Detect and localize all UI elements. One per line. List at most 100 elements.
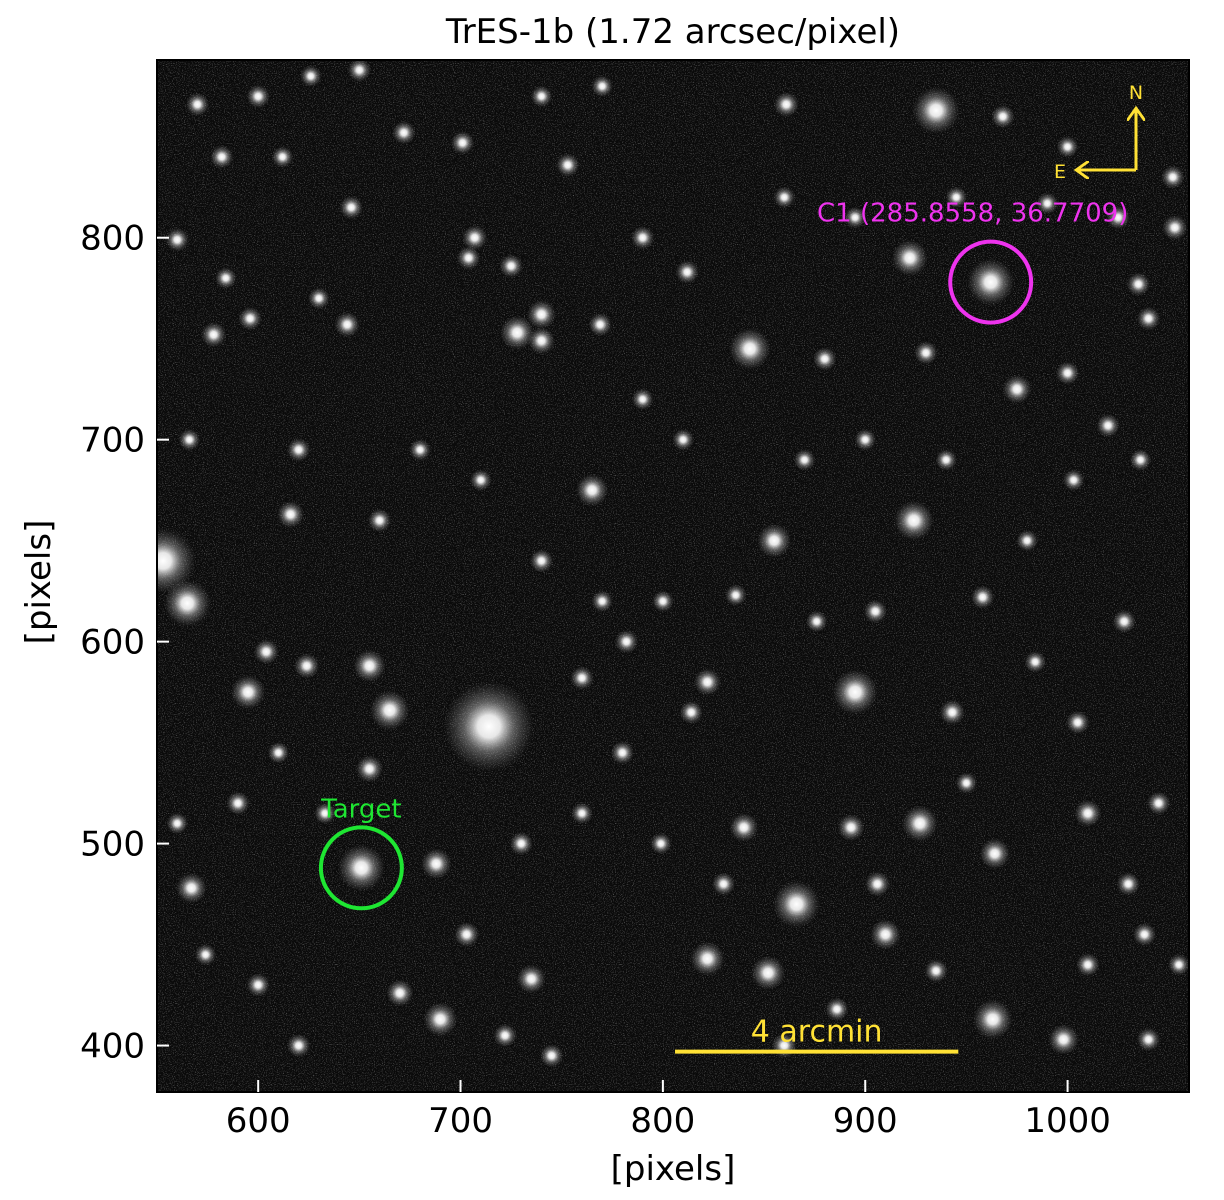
- star-26: [527, 300, 556, 329]
- star-29: [575, 473, 609, 507]
- star-113: [711, 872, 736, 896]
- star-51: [1161, 165, 1185, 189]
- star-92: [1129, 449, 1152, 471]
- star-118: [991, 104, 1015, 129]
- star-112: [650, 832, 672, 855]
- star-104: [194, 943, 217, 966]
- star-16: [690, 941, 725, 976]
- star-50: [1126, 272, 1151, 296]
- star-45: [939, 699, 965, 725]
- star-84: [591, 590, 613, 613]
- star-126: [223, 33, 245, 55]
- star-37: [277, 500, 305, 528]
- star-75: [201, 322, 227, 348]
- star-64: [556, 153, 580, 177]
- star-42: [693, 668, 721, 696]
- star-23: [729, 813, 759, 842]
- star-73: [308, 287, 330, 310]
- star-77: [165, 228, 189, 252]
- star-57: [1112, 609, 1136, 634]
- star-82: [469, 469, 492, 491]
- star-120: [1106, 205, 1130, 230]
- star-20: [979, 838, 1011, 869]
- star-85: [614, 629, 639, 654]
- scale-bar-label: 4 arcmin: [751, 1015, 883, 1050]
- star-88: [805, 610, 828, 633]
- star-61: [630, 226, 655, 250]
- star-131: [631, 388, 654, 411]
- plot-frame: [156, 59, 1190, 1093]
- star-9: [832, 669, 878, 715]
- star-34: [253, 639, 279, 665]
- y-axis-label: [pixels]: [19, 520, 59, 645]
- star-68: [185, 92, 210, 117]
- star-81: [409, 438, 431, 461]
- star-117: [1168, 953, 1189, 976]
- star-119: [1056, 136, 1079, 158]
- star-106: [226, 791, 250, 815]
- star-133: [854, 428, 877, 451]
- star-33: [454, 921, 480, 948]
- star-110: [571, 802, 593, 825]
- star-108: [314, 802, 336, 825]
- star-10: [729, 328, 771, 370]
- star-62: [773, 91, 799, 118]
- star-18: [870, 919, 901, 950]
- comparison-label: C1 (285.8558, 36.7709): [817, 199, 1128, 229]
- chart-title: TrES-1b (1.72 arcsec/pixel): [445, 12, 900, 52]
- overlays: Target C1 (285.8558, 36.7709) N E 4 arcm…: [318, 82, 1143, 1054]
- star-28: [420, 848, 452, 880]
- target-circle: [318, 825, 404, 911]
- star-46: [970, 585, 995, 609]
- star-53: [1096, 413, 1120, 438]
- star-5: [369, 690, 410, 731]
- star-101: [493, 1023, 517, 1048]
- x-tick-label-1000: 1000: [1024, 1101, 1111, 1141]
- star-2: [967, 258, 1015, 306]
- star-86: [652, 590, 674, 613]
- star-79: [178, 428, 201, 451]
- star-87: [724, 584, 747, 606]
- star-127: [773, 186, 796, 209]
- star-80: [367, 508, 392, 533]
- star-13: [894, 500, 934, 541]
- x-tick-label-900: 900: [833, 1101, 898, 1141]
- comparison-circle: [948, 239, 1034, 325]
- star-3: [157, 528, 196, 594]
- star-32: [516, 964, 546, 994]
- x-tick-label-800: 800: [630, 1101, 695, 1141]
- star-134: [935, 449, 957, 471]
- star-44: [570, 666, 594, 690]
- star-111: [610, 741, 635, 765]
- star-55: [1132, 922, 1157, 947]
- star-38: [334, 311, 360, 338]
- plot-area: [157, 33, 1189, 1092]
- star-8: [355, 755, 383, 783]
- star-129: [945, 186, 968, 209]
- star-98: [1076, 953, 1100, 977]
- y-tick-label-400: 400: [80, 1027, 145, 1067]
- star-74: [238, 306, 262, 331]
- star-52: [1162, 215, 1188, 241]
- x-tick-label-700: 700: [428, 1101, 493, 1141]
- star-83: [529, 549, 554, 573]
- star-6: [353, 649, 386, 683]
- y-tick-label-700: 700: [80, 421, 145, 461]
- star-100: [539, 1043, 564, 1068]
- star-94: [1024, 651, 1047, 673]
- star-48: [1055, 361, 1080, 385]
- star-115: [955, 772, 978, 794]
- star-107: [267, 741, 290, 764]
- star-22: [1048, 1024, 1079, 1055]
- star-116: [1116, 872, 1140, 896]
- compass-east-label: E: [1054, 161, 1066, 183]
- star-89: [863, 599, 888, 624]
- star-128: [844, 206, 866, 229]
- star-41: [588, 312, 612, 337]
- star-66: [347, 60, 372, 82]
- star-21: [972, 999, 1013, 1040]
- star-71: [456, 246, 481, 270]
- star-27: [527, 327, 555, 355]
- star-96: [825, 997, 849, 1021]
